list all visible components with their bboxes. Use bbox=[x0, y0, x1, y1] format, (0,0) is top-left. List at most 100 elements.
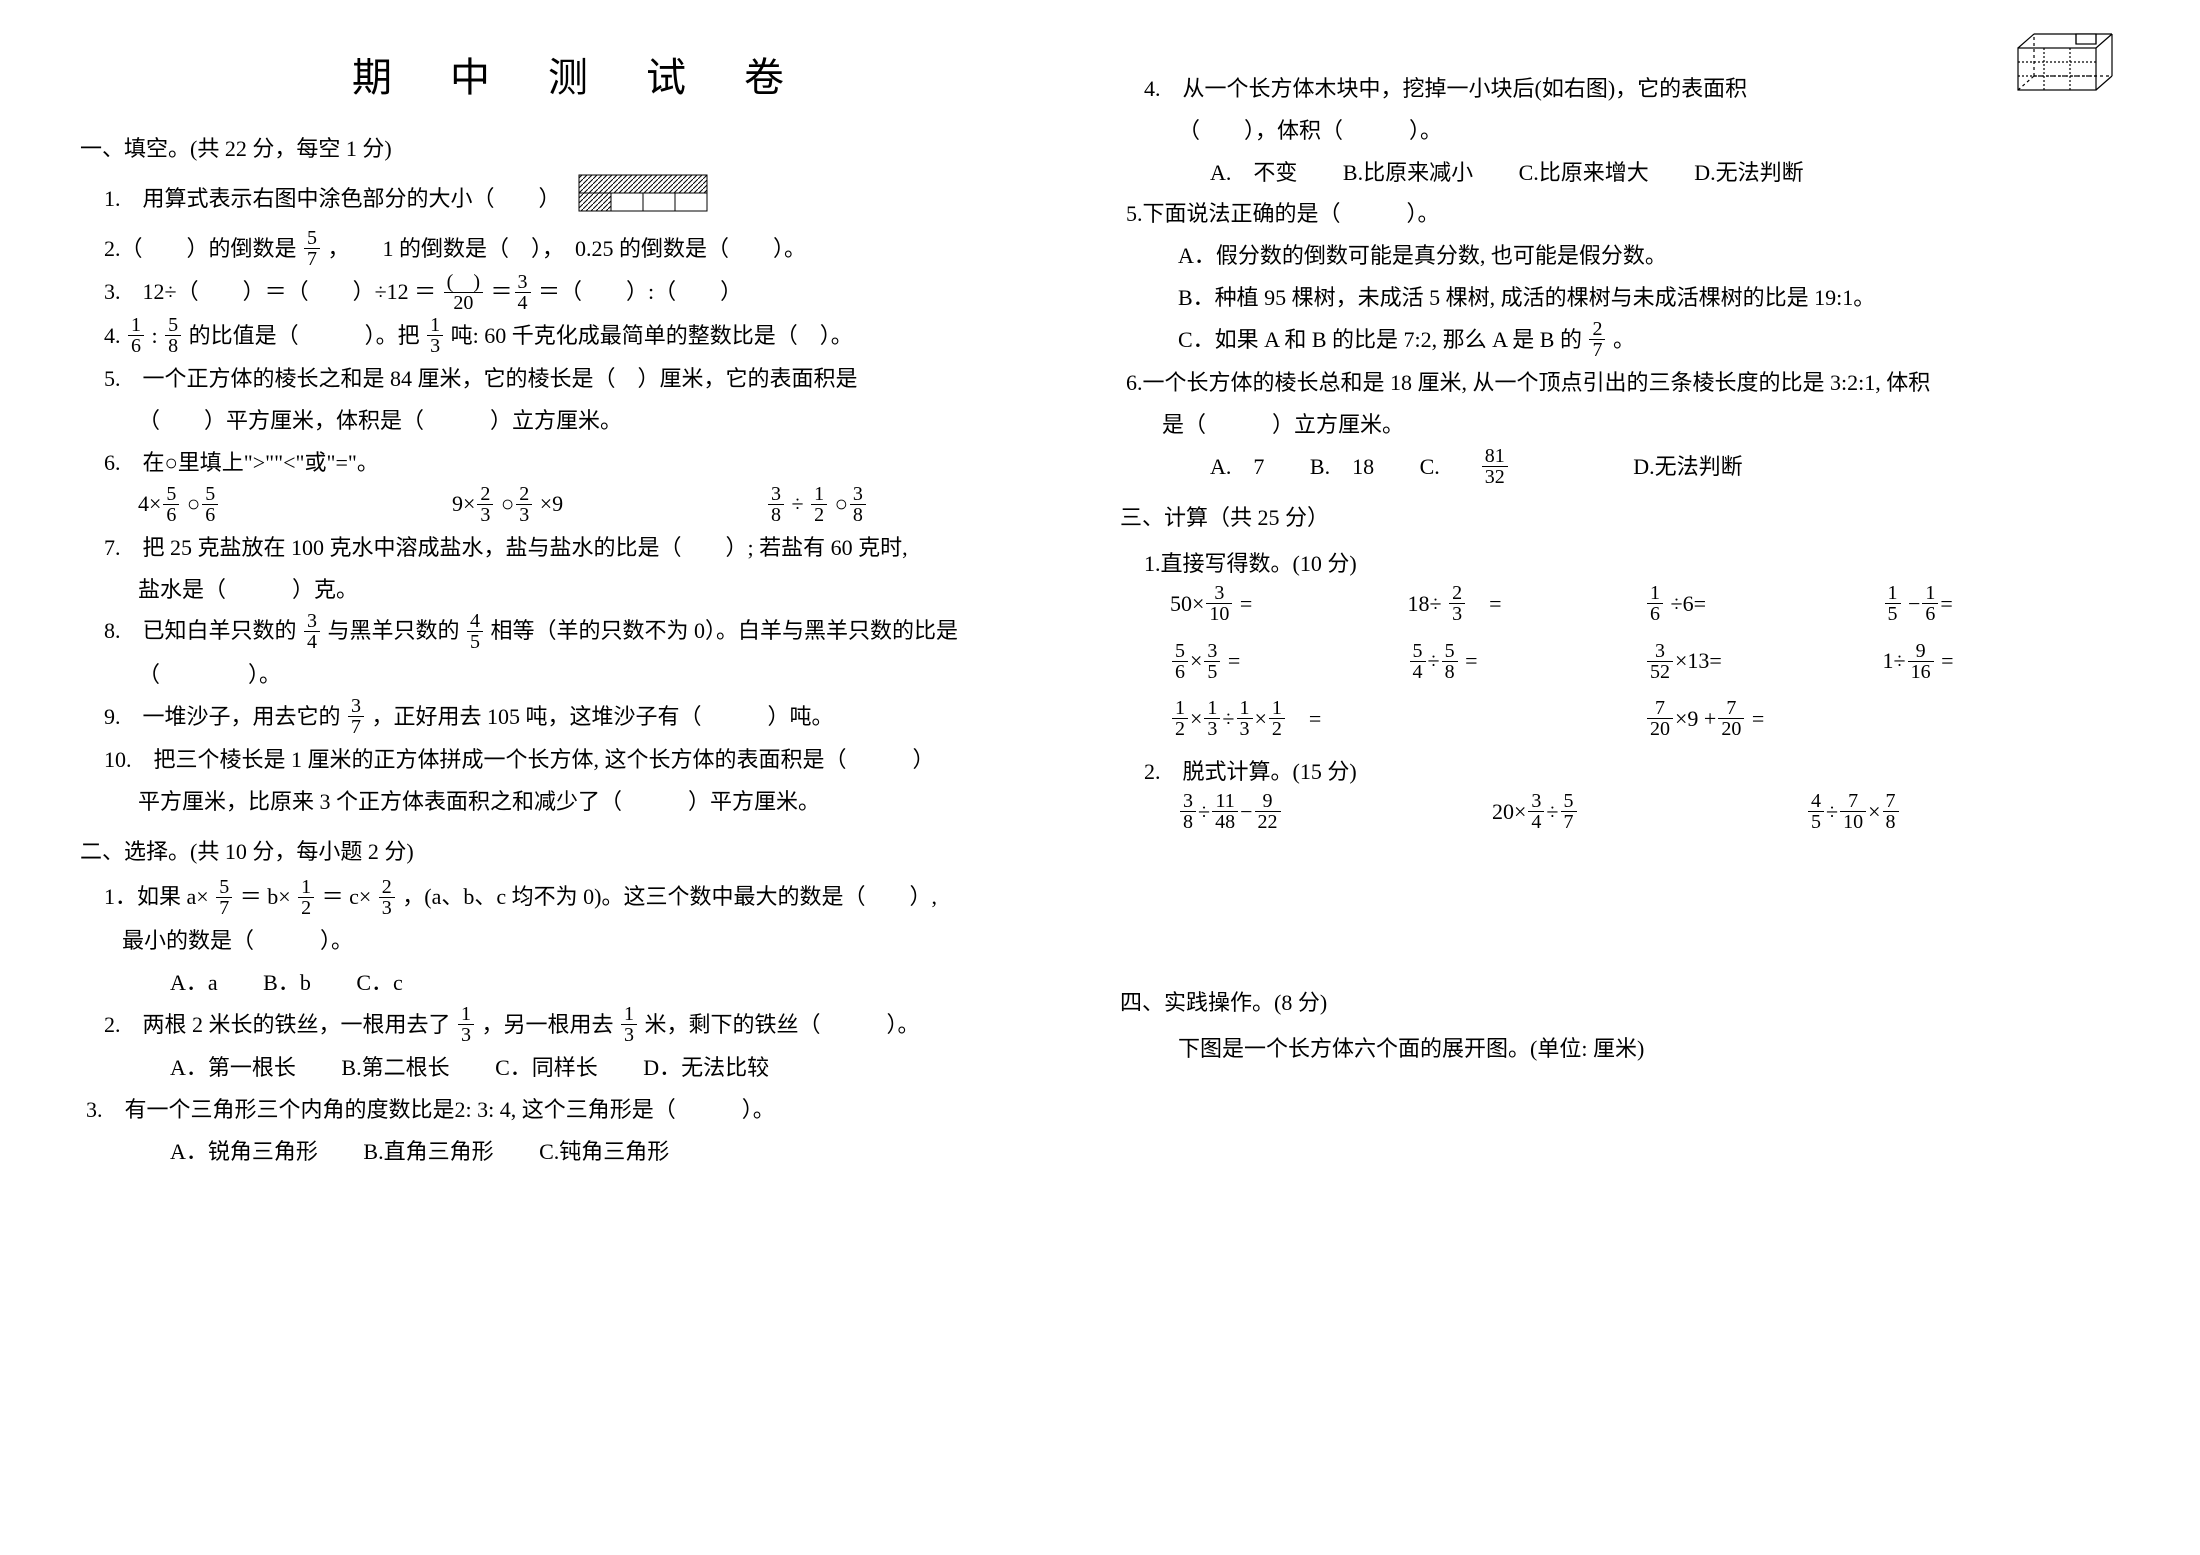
opt-d: D．无法比较 bbox=[643, 1047, 769, 1089]
q3-1: 1.直接写得数。(10 分) bbox=[1144, 543, 2120, 585]
q2-4: 4. 从一个长方体木块中，挖掉一小块后(如右图)，它的表面积 bbox=[1144, 68, 2120, 110]
section-2-header: 二、选择。(共 10 分，每小题 2 分) bbox=[80, 831, 1080, 873]
frac-blank-20: ( )20 bbox=[444, 272, 483, 313]
q1-9a: 9. 一堆沙子，用去它的 bbox=[104, 704, 341, 729]
frac-5-8: 58 bbox=[165, 315, 181, 356]
q1-8a: 8. 已知白羊只数的 bbox=[104, 618, 297, 643]
opt-b: B.第二根长 bbox=[341, 1047, 449, 1089]
exam-title: 期 中 测 试 卷 bbox=[80, 40, 1080, 116]
ex1b: ○ bbox=[181, 491, 200, 516]
q1-5b: （ ）平方厘米，体积是（ ）立方厘米。 bbox=[138, 400, 1080, 442]
opt-a: A．a bbox=[170, 962, 218, 1004]
page: 期 中 测 试 卷 一、填空。(共 22 分，每空 1 分) 1. 用算式表示右… bbox=[0, 0, 2200, 1555]
opt-c: C．同样长 bbox=[495, 1047, 598, 1089]
opt-d: D.无法判断 bbox=[1694, 152, 1803, 194]
q1-2: 2.（ ）的倒数是 57 ， 1 的倒数是（ ）， 0.25 的倒数是（ ）。 bbox=[104, 228, 1080, 271]
q1-2a: 2.（ ）的倒数是 bbox=[104, 236, 297, 261]
q2-4a: 4. 从一个长方体木块中，挖掉一小块后(如右图)，它的表面积 bbox=[1144, 76, 1747, 101]
q2-5a: A．假分数的倒数可能是真分数, 也可能是假分数。 bbox=[1178, 235, 2120, 277]
q2-3-opts: A．锐角三角形 B.直角三角形 C.钝角三角形 bbox=[170, 1131, 1080, 1173]
frac-5-7: 57 bbox=[304, 228, 320, 269]
opt-b: B.直角三角形 bbox=[363, 1131, 493, 1173]
q2-6b: 是（ ）立方厘米。 bbox=[1162, 404, 2120, 446]
q1-4b: 的比值是（ ）。把 bbox=[189, 323, 420, 348]
q1-4: 4. 16 : 58 的比值是（ ）。把 13 吨: 60 千克化成最简单的整数… bbox=[104, 315, 1080, 358]
q2-3: 3. 有一个三角形三个内角的度数比是2: 3: 4, 这个三角形是（ ）。 bbox=[86, 1089, 1080, 1131]
ex1a: 4× bbox=[138, 491, 161, 516]
q1-6: 6. 在○里填上">""<"或"="。 bbox=[104, 442, 1080, 484]
opt-c: C.比原来增大 bbox=[1519, 152, 1649, 194]
q1-8d: （ ）。 bbox=[138, 654, 1080, 696]
q2-6a: 6.一个长方体的棱长总和是 18 厘米, 从一个顶点引出的三条棱长度的比是 3:… bbox=[1126, 362, 2120, 404]
left-column: 期 中 测 试 卷 一、填空。(共 22 分，每空 1 分) 1. 用算式表示右… bbox=[60, 40, 1100, 1515]
q1-5a: 5. 一个正方体的棱长之和是 84 厘米，它的棱长是（ ）厘米，它的表面积是 bbox=[104, 366, 858, 391]
q2-1b: ＝ b× bbox=[240, 884, 291, 909]
frac-1-6: 16 bbox=[128, 315, 144, 356]
frac-1-3: 13 bbox=[427, 315, 443, 356]
shaded-grid-icon bbox=[578, 174, 708, 228]
q1-9b: ，正好用去 105 吨，这堆沙子有（ ）吨。 bbox=[372, 704, 834, 729]
opt-a: A．锐角三角形 bbox=[170, 1131, 318, 1173]
q4-1: 下图是一个长方体六个面的展开图。(单位: 厘米) bbox=[1178, 1028, 2120, 1070]
q2-1d: ，(a、b、c 均不为 0)。这三个数中最大的数是（ ）, bbox=[402, 884, 937, 909]
opt-c: C.钝角三角形 bbox=[539, 1131, 669, 1173]
ex2c: ×9 bbox=[534, 491, 563, 516]
opt-b: B.比原来减小 bbox=[1343, 152, 1473, 194]
q2-2-opts: A．第一根长 B.第二根长 C．同样长 D．无法比较 bbox=[170, 1047, 1080, 1089]
q3-2: 2. 脱式计算。(15 分) bbox=[1144, 751, 2120, 793]
q2-2: 2. 两根 2 米长的铁丝，一根用去了 13 ，另一根用去 13 米，剩下的铁丝… bbox=[104, 1004, 1080, 1047]
calc-row-3: 12×13÷13×12 = 720×9 +720 = bbox=[1170, 700, 2120, 741]
q1-7b: 盐水是（ ）克。 bbox=[138, 569, 1080, 611]
ex2b: ○ bbox=[495, 491, 514, 516]
q2-1-opts: A．a B．b C．c bbox=[170, 962, 1080, 1004]
q1-10b: 平方厘米，比原来 3 个正方体表面积之和减少了（ ）平方厘米。 bbox=[138, 781, 1080, 823]
q2-2c: 米，剩下的铁丝（ ）。 bbox=[645, 1012, 920, 1037]
q2-5c2: 。 bbox=[1613, 327, 1635, 352]
q1-2b: ， 1 的倒数是（ ）， 0.25 的倒数是（ ）。 bbox=[328, 236, 807, 261]
q2-1a: 1．如果 a× bbox=[104, 884, 209, 909]
section-4-header: 四、实践操作。(8 分) bbox=[1120, 982, 2120, 1024]
q2-2a: 2. 两根 2 米长的铁丝，一根用去了 bbox=[104, 1012, 451, 1037]
cuboid-icon bbox=[2010, 28, 2120, 112]
q2-6-opts: A. 7 B. 18 C.8132 D.无法判断 bbox=[1210, 446, 2120, 489]
q1-7a: 7. 把 25 克盐放在 100 克水中溶成盐水，盐与盐水的比是（ ）; 若盐有… bbox=[104, 527, 1080, 569]
q1-1-text: 1. 用算式表示右图中涂色部分的大小（ ） bbox=[104, 186, 561, 211]
q1-10a: 10. 把三个棱长是 1 厘米的正方体拼成一个长方体, 这个长方体的表面积是（ … bbox=[104, 739, 1080, 781]
q1-5: 5. 一个正方体的棱长之和是 84 厘米，它的棱长是（ ）厘米，它的表面积是 bbox=[104, 358, 1080, 400]
q1-4c: 吨: 60 千克化成最简单的整数比是（ ）。 bbox=[451, 323, 853, 348]
section-1-header: 一、填空。(共 22 分，每空 1 分) bbox=[80, 128, 1080, 170]
frac-3-4: 34 bbox=[515, 272, 531, 313]
opt-a: A．第一根长 bbox=[170, 1047, 296, 1089]
opt-a: A. 7 bbox=[1210, 446, 1264, 488]
calc-row-2: 56×35 = 54÷58 = 352×13= 1÷916 = bbox=[1170, 642, 2120, 683]
q1-3a: 3. 12÷（ ）＝（ ）÷12 ＝ bbox=[104, 279, 436, 304]
q1-3b: ＝（ ）:（ ） bbox=[538, 279, 742, 304]
expr-row: 38÷1148−922 20×34÷57 45÷710×78 bbox=[1178, 793, 2120, 834]
ex3b: ○ bbox=[829, 491, 848, 516]
q2-4-opts: A. 不变 B.比原来减小 C.比原来增大 D.无法判断 bbox=[1210, 152, 2120, 194]
ex3a: ÷ bbox=[786, 491, 809, 516]
q2-5b: B．种植 95 棵树，未成活 5 棵树, 成活的棵树与未成活棵树的比是 19:1… bbox=[1178, 277, 2120, 319]
q1-8: 8. 已知白羊只数的 34 与黑羊只数的 45 相等（羊的只数不为 0）。白羊与… bbox=[104, 610, 1080, 653]
opt-c: C.8132 bbox=[1420, 446, 1588, 489]
spacer bbox=[1120, 834, 2120, 974]
q1-9: 9. 一堆沙子，用去它的 37 ，正好用去 105 吨，这堆沙子有（ ）吨。 bbox=[104, 696, 1080, 739]
opt-b: B. 18 bbox=[1310, 446, 1374, 488]
q1-4a: 4. bbox=[104, 323, 121, 348]
q2-2b: ，另一根用去 bbox=[482, 1012, 614, 1037]
right-column: 4. 从一个长方体木块中，挖掉一小块后(如右图)，它的表面积 bbox=[1100, 40, 2140, 1515]
q1-1: 1. 用算式表示右图中涂色部分的大小（ ） bbox=[104, 174, 1080, 228]
q2-1c: ＝ c× bbox=[322, 884, 372, 909]
q2-5: 5.下面说法正确的是（ ）。 bbox=[1126, 193, 2120, 235]
calc-row-1: 50×310 = 18÷ 23 = 16 ÷6= 15 −16= bbox=[1170, 585, 2120, 626]
q1-8c: 相等（羊的只数不为 0）。白羊与黑羊只数的比是 bbox=[491, 618, 959, 643]
ex2a: 9× bbox=[452, 491, 475, 516]
q1-3: 3. 12÷（ ）＝（ ）÷12 ＝ ( )20 ＝34 ＝（ ）:（ ） bbox=[104, 271, 1080, 314]
section-3-header: 三、计算（共 25 分） bbox=[1120, 497, 2120, 539]
opt-d: D.无法判断 bbox=[1633, 446, 1742, 488]
opt-a: A. 不变 bbox=[1210, 152, 1297, 194]
q1-8b: 与黑羊只数的 bbox=[328, 618, 460, 643]
q1-6-exprs: 4×56 ○56 9×23 ○23 ×9 38 ÷ 12 ○38 bbox=[138, 483, 1080, 526]
opt-b: B．b bbox=[263, 962, 311, 1004]
q2-1e: 最小的数是（ ）。 bbox=[122, 920, 1080, 962]
